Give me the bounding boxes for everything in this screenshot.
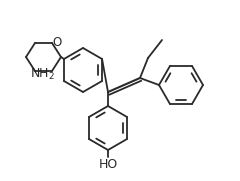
Text: O: O xyxy=(52,37,62,49)
Text: HO: HO xyxy=(98,158,118,171)
Text: NH$_2$: NH$_2$ xyxy=(30,66,55,82)
